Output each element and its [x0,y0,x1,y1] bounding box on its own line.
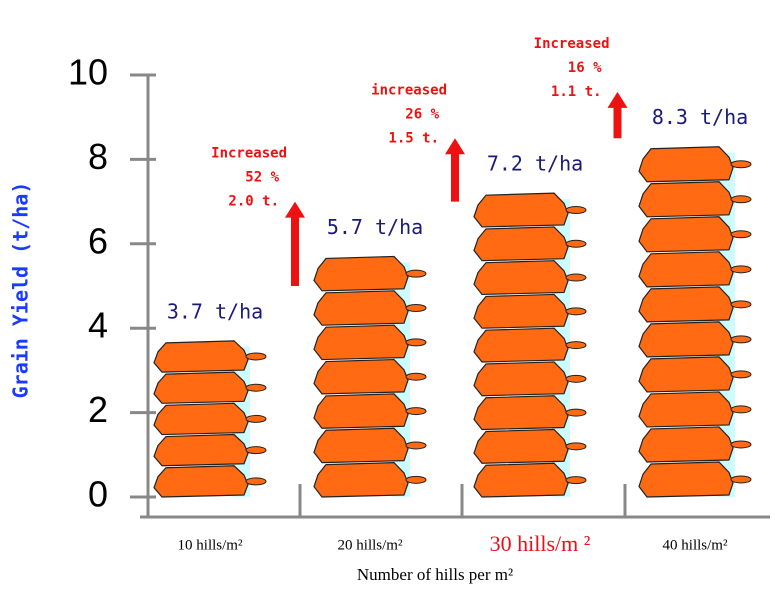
sack-body [638,146,734,183]
value-label: 7.2 t/ha [487,152,583,176]
annotation: Increased [211,146,287,162]
sack-tie [565,408,587,417]
sack-tie [245,414,267,423]
sack-body [473,462,569,498]
bar [153,340,267,498]
sack-tie [730,265,752,274]
sack-body [313,462,409,498]
sack-body [313,393,409,429]
sack-tie [730,370,752,379]
bar [473,192,587,498]
sack-body [153,371,249,404]
x-tick-label: 20 hills/m² [338,537,403,553]
increase-arrow [607,91,628,139]
sack-body [473,395,569,431]
sack-tie [245,446,267,455]
sack-body [313,290,409,326]
y-tick-label: 0 [88,474,108,515]
annotation: 1.5 t. [388,130,439,146]
sack-tie [730,230,752,239]
increase-arrow [285,201,305,286]
y-tick-label: 10 [68,52,108,93]
sack-tie [405,441,427,450]
sack-body [638,321,734,358]
sack-tie [730,300,752,309]
value-label: 3.7 t/ha [167,299,263,323]
sack-body [153,340,249,373]
x-tick-label: 40 hills/m² [663,537,728,553]
sack-body [638,181,734,218]
sack-body [638,286,734,323]
sack-body [473,260,569,296]
sack-body [473,192,569,228]
sack-body [313,255,409,292]
x-tick-label: 10 hills/m² [178,537,243,553]
sack-tie [565,341,587,350]
annotation: 52 % [245,170,279,186]
sack-tie [565,239,587,248]
sack-tie [405,372,427,381]
x-axis-title: Number of hills per m² [357,565,513,584]
bar [638,146,752,498]
bar [313,255,427,498]
sack-tie [565,206,587,215]
annotation: 26 % [405,106,439,122]
value-label: 8.3 t/ha [652,105,748,129]
sack-body [473,226,569,262]
sack-tie [405,304,427,313]
annotation: 2.0 t. [228,194,279,210]
sack-tie [730,440,752,449]
sack-tie [730,335,752,344]
sack-tie [565,476,587,485]
sack-body [313,324,409,361]
sack-body [153,433,249,467]
increase-arrow [445,138,465,202]
x-tick-label: 30 hills/m ² [490,531,591,556]
sack-body [153,402,249,436]
sack-body [473,428,569,464]
sack-body [473,361,569,397]
sack-tie [565,307,587,316]
sack-tie [730,160,752,169]
sack-tie [405,338,427,347]
sack-body [638,251,734,288]
sack-tie [245,477,267,486]
sack-body [638,461,734,498]
sack-tie [730,405,752,414]
sack-body [638,216,734,253]
y-tick-label: 8 [88,136,108,177]
sack-tie [730,195,752,204]
sack-body [638,356,734,393]
y-tick-label: 6 [88,220,108,261]
sack-body [313,358,409,395]
annotation: increased [371,82,447,98]
sack-tie [405,269,427,278]
y-tick-label: 2 [88,389,108,430]
annotation: Increased [534,36,610,52]
sack-tie [245,352,267,361]
annotation: 16 % [568,60,602,76]
sack-tie [245,383,267,392]
sack-body [473,327,569,363]
sack-body [473,293,569,329]
annotation: 1.1 t. [551,84,602,100]
sack-tie [565,374,587,383]
sack-body [638,426,734,463]
sack-tie [730,475,752,484]
y-tick-label: 4 [88,305,108,346]
sack-tie [405,475,427,484]
sack-body [153,465,249,498]
sack-tie [405,407,427,416]
sack-tie [565,273,587,282]
y-axis-title: Grain Yield (t/ha) [9,182,33,399]
sack-body [638,391,734,428]
sack-tie [565,442,587,451]
value-label: 5.7 t/ha [327,215,423,239]
sack-body [313,427,409,464]
